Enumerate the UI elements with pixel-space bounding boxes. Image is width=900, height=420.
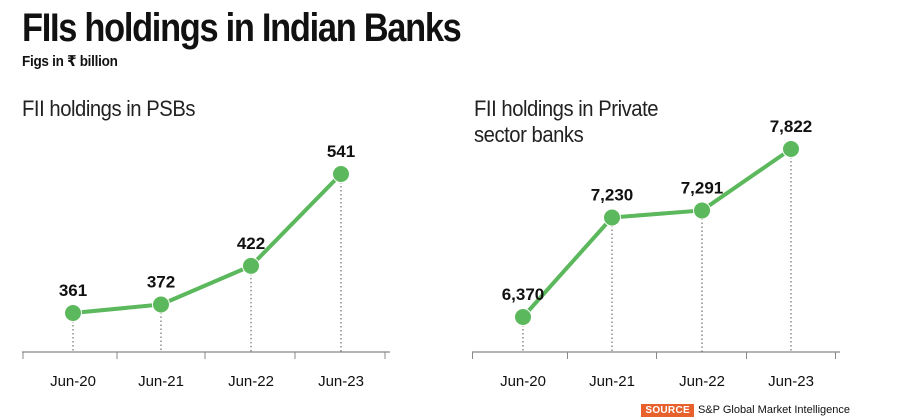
psb-data-label: 422 xyxy=(237,234,265,253)
private-x-tick-label: Jun-21 xyxy=(589,373,635,390)
private-x-tick-label: Jun-20 xyxy=(500,373,546,390)
private-panel-title: FII holdings in Private sector banks xyxy=(474,96,659,147)
psb-panel-title: FII holdings in PSBs xyxy=(22,96,196,121)
private-data-label: 7,291 xyxy=(681,178,724,197)
private-series-line xyxy=(521,147,793,319)
private-point-marker xyxy=(514,308,532,326)
private-x-tick-label: Jun-23 xyxy=(768,373,814,390)
psb-series-line xyxy=(71,172,343,315)
source-note: SOURCE S&P Global Market Intelligence xyxy=(641,403,850,417)
private-point-marker xyxy=(603,208,621,227)
psb-x-tick-label: Jun-20 xyxy=(50,373,96,390)
private-data-label: 7,822 xyxy=(770,117,813,136)
psb-data-label: 361 xyxy=(59,281,87,300)
chart-title: FIIs holdings in Indian Banks xyxy=(22,6,462,50)
psb-point-marker xyxy=(152,295,170,314)
private-x-tick-label: Jun-22 xyxy=(679,373,725,390)
private-data-label: 7,230 xyxy=(591,185,634,204)
psb-point-marker xyxy=(64,304,82,322)
chart-subtitle: Figs in ₹ billion xyxy=(22,53,118,70)
private-data-label: 6,370 xyxy=(502,285,545,304)
psb-data-label: 541 xyxy=(327,142,355,161)
private-point-marker xyxy=(693,201,711,220)
psb-x-tick-label: Jun-22 xyxy=(228,373,274,390)
psb-point-marker xyxy=(242,256,260,275)
source-text: S&P Global Market Intelligence xyxy=(697,404,850,416)
psb-point-marker xyxy=(332,165,350,183)
psb-data-label: 372 xyxy=(147,273,175,292)
private-point-marker xyxy=(782,140,800,158)
psb-x-tick-label: Jun-21 xyxy=(138,373,184,390)
source-tag: SOURCE xyxy=(641,403,694,417)
psb-x-tick-label: Jun-23 xyxy=(318,373,364,390)
